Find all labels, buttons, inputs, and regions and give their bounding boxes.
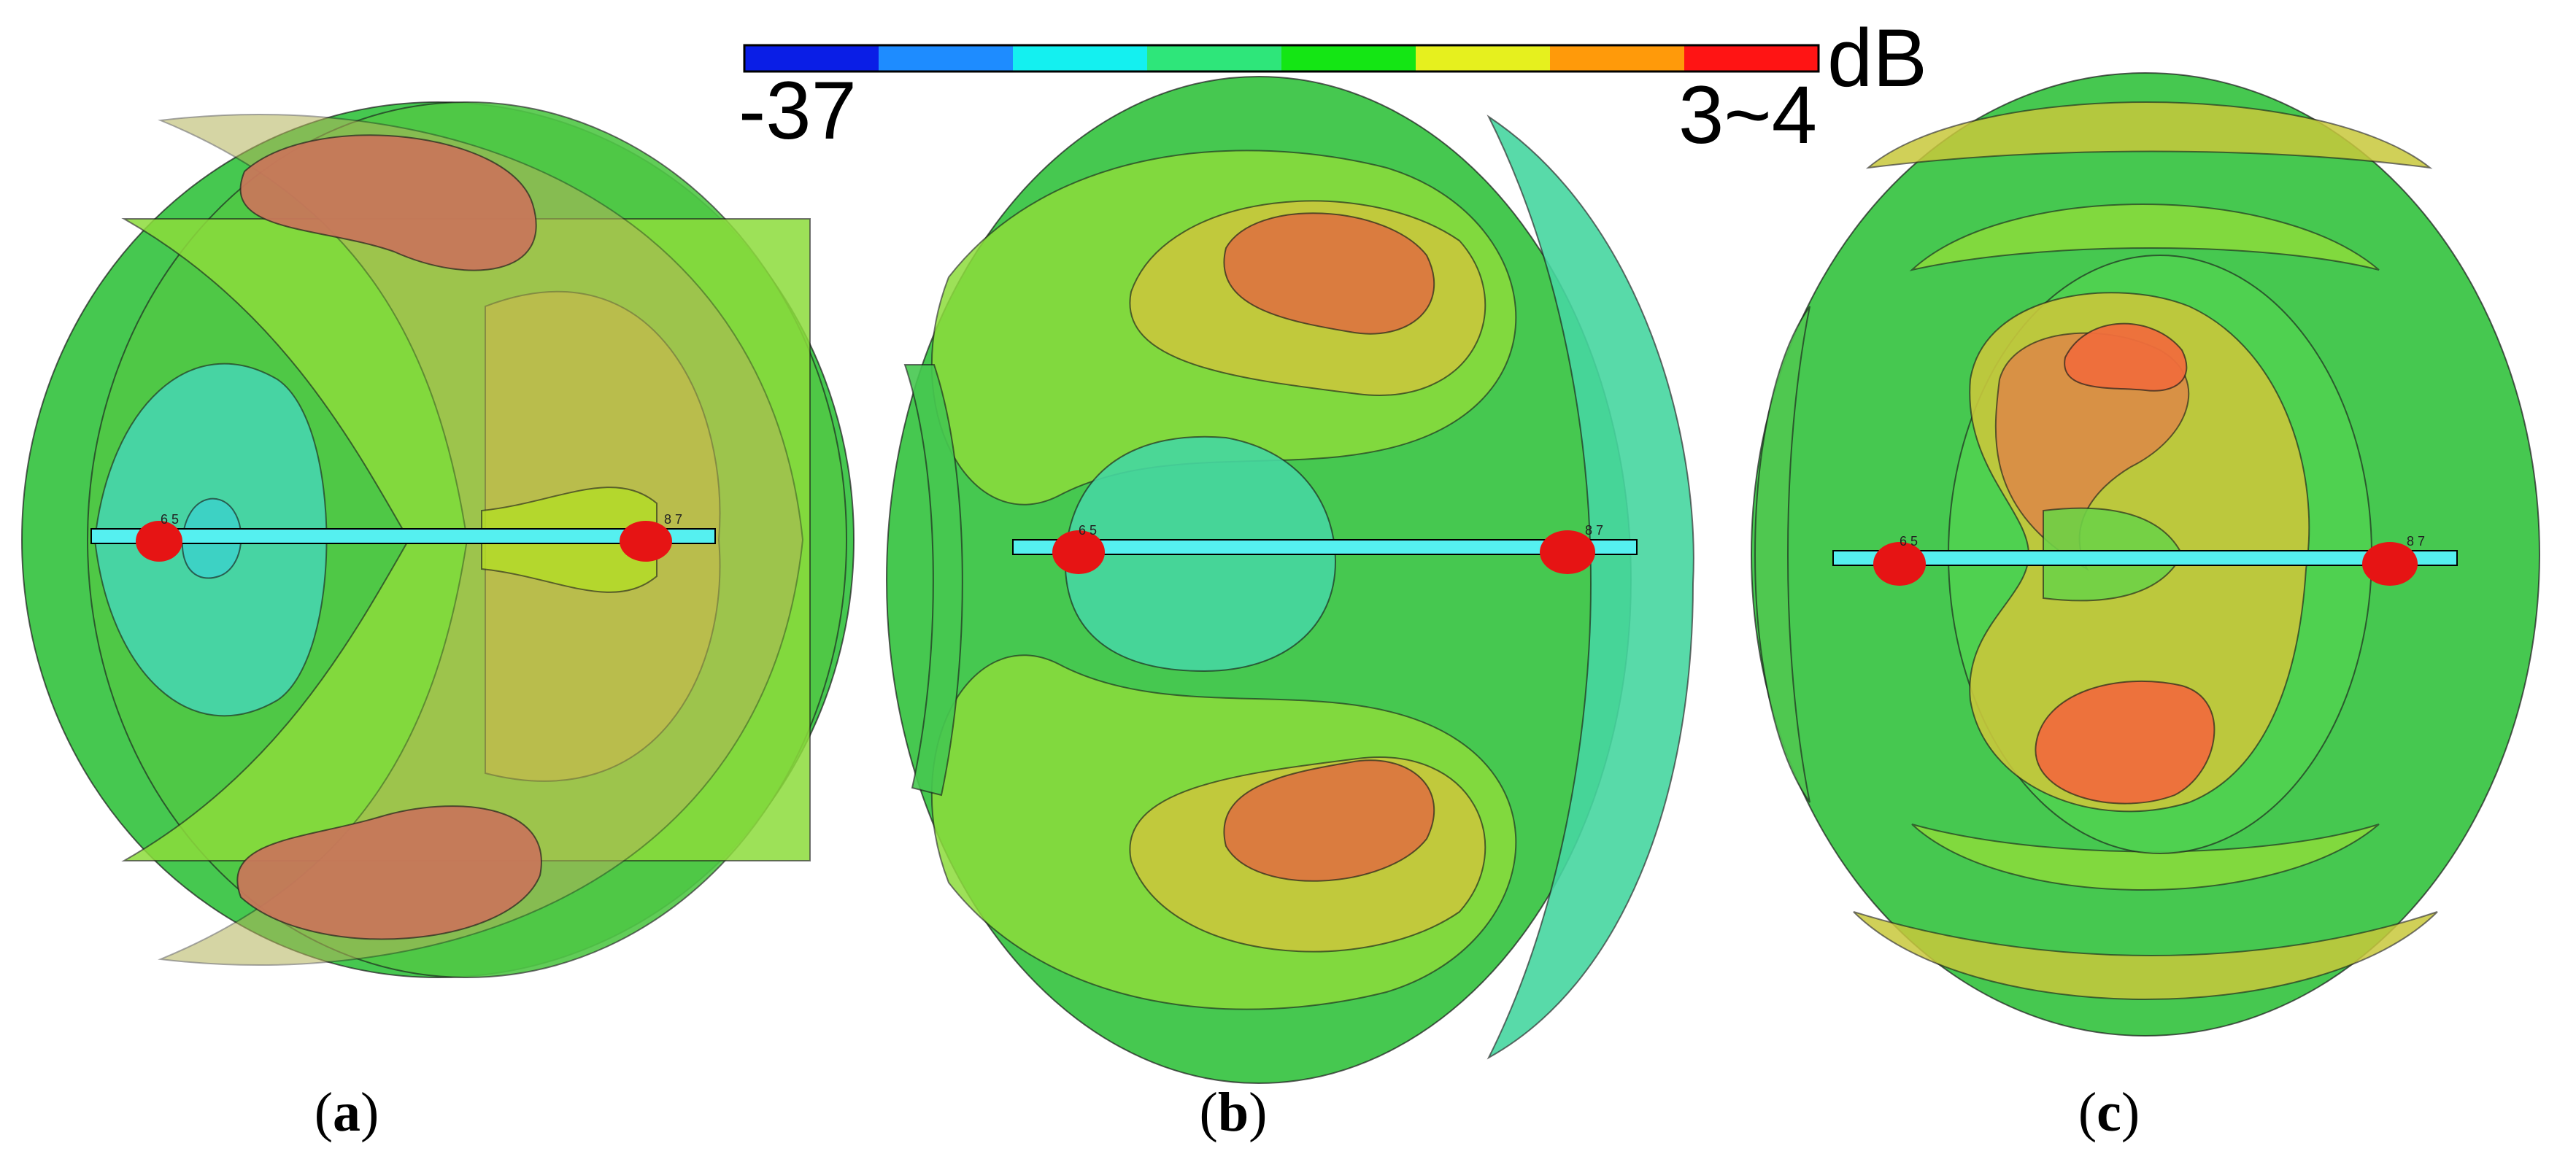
colorbar-frame	[743, 44, 1820, 73]
node-labels-c-right: 8 7	[2407, 534, 2425, 549]
colorbar-swatch	[1281, 45, 1416, 71]
colorbar-unit-label: dB	[1827, 12, 1927, 104]
surface-b-left-streak	[903, 364, 963, 797]
surface-c-lightgreen-bottom	[1911, 824, 2380, 891]
colorbar-max-label: 3~4	[1678, 69, 1817, 160]
colorbar-swatch	[1416, 45, 1551, 71]
surface-c-lightgreen-top	[1909, 204, 2380, 271]
panel-a: 6 5 8 7 (a)	[21, 101, 855, 1143]
panel-label-a-letter: a	[333, 1082, 360, 1143]
panel-label-c-close: )	[2121, 1082, 2140, 1143]
node-a-right	[620, 521, 672, 562]
panel-label-a: (a)	[315, 1082, 379, 1143]
panel-b: 6 5 8 7 (b)	[886, 76, 1694, 1143]
panel-label-b: (b)	[1200, 1082, 1268, 1143]
panel-label-c: (c)	[2078, 1082, 2140, 1143]
node-c-right	[2362, 542, 2418, 586]
colorbar-swatches	[744, 45, 1819, 71]
colorbar-min-label: -37	[739, 65, 857, 156]
panel-label-b-close: )	[1249, 1082, 1267, 1143]
node-b-right	[1540, 530, 1595, 574]
panel-label-c-letter: c	[2097, 1082, 2121, 1143]
panel-label-b-letter: b	[1218, 1082, 1249, 1143]
node-labels-c-left: 6 5	[1900, 534, 1918, 549]
panel-label-a-close: )	[360, 1082, 379, 1143]
colorbar-swatch	[744, 45, 879, 71]
panel-label-a-open: (	[315, 1082, 333, 1143]
surface-c-hotspot-bottom	[2035, 681, 2216, 805]
node-labels-b-right: 8 7	[1585, 523, 1603, 538]
surface-c-top-cap	[1865, 101, 2433, 169]
surface-b-hotspot-bottom	[1223, 759, 1435, 882]
node-labels-a-left: 6 5	[161, 512, 179, 527]
colorbar-swatch	[1147, 45, 1282, 71]
surface-c-left-bulge	[1754, 306, 1810, 803]
node-labels-a-right: 8 7	[664, 512, 682, 527]
node-c-left	[1873, 542, 1926, 586]
bar-b	[1012, 539, 1638, 555]
surface-c-hotspot-top	[2064, 322, 2188, 392]
node-labels-b-left: 6 5	[1079, 523, 1097, 538]
colorbar-swatch	[1550, 45, 1685, 71]
colorbar-swatch	[879, 45, 1014, 71]
colorbar-swatch	[1684, 45, 1819, 71]
panel-c: 6 5 8 7 (c)	[1751, 72, 2540, 1143]
node-b-left	[1052, 530, 1105, 574]
bar-a	[90, 528, 716, 544]
surface-b	[886, 76, 1694, 1084]
panel-label-b-open: (	[1200, 1082, 1218, 1143]
panel-label-c-open: (	[2078, 1082, 2097, 1143]
colorbar-swatch	[1013, 45, 1148, 71]
node-a-left	[136, 521, 182, 562]
colorbar: -37 3~4 dB	[739, 12, 1927, 160]
surface-c-bottom-cap	[1853, 911, 2438, 1000]
surface-b-hotspot-top	[1223, 212, 1435, 335]
bar-c	[1832, 550, 2458, 566]
surface-a-hotspot-bottom	[236, 805, 542, 940]
surface-a-hotspot-top	[239, 134, 537, 271]
surface-b-right-shell	[1486, 115, 1694, 1060]
